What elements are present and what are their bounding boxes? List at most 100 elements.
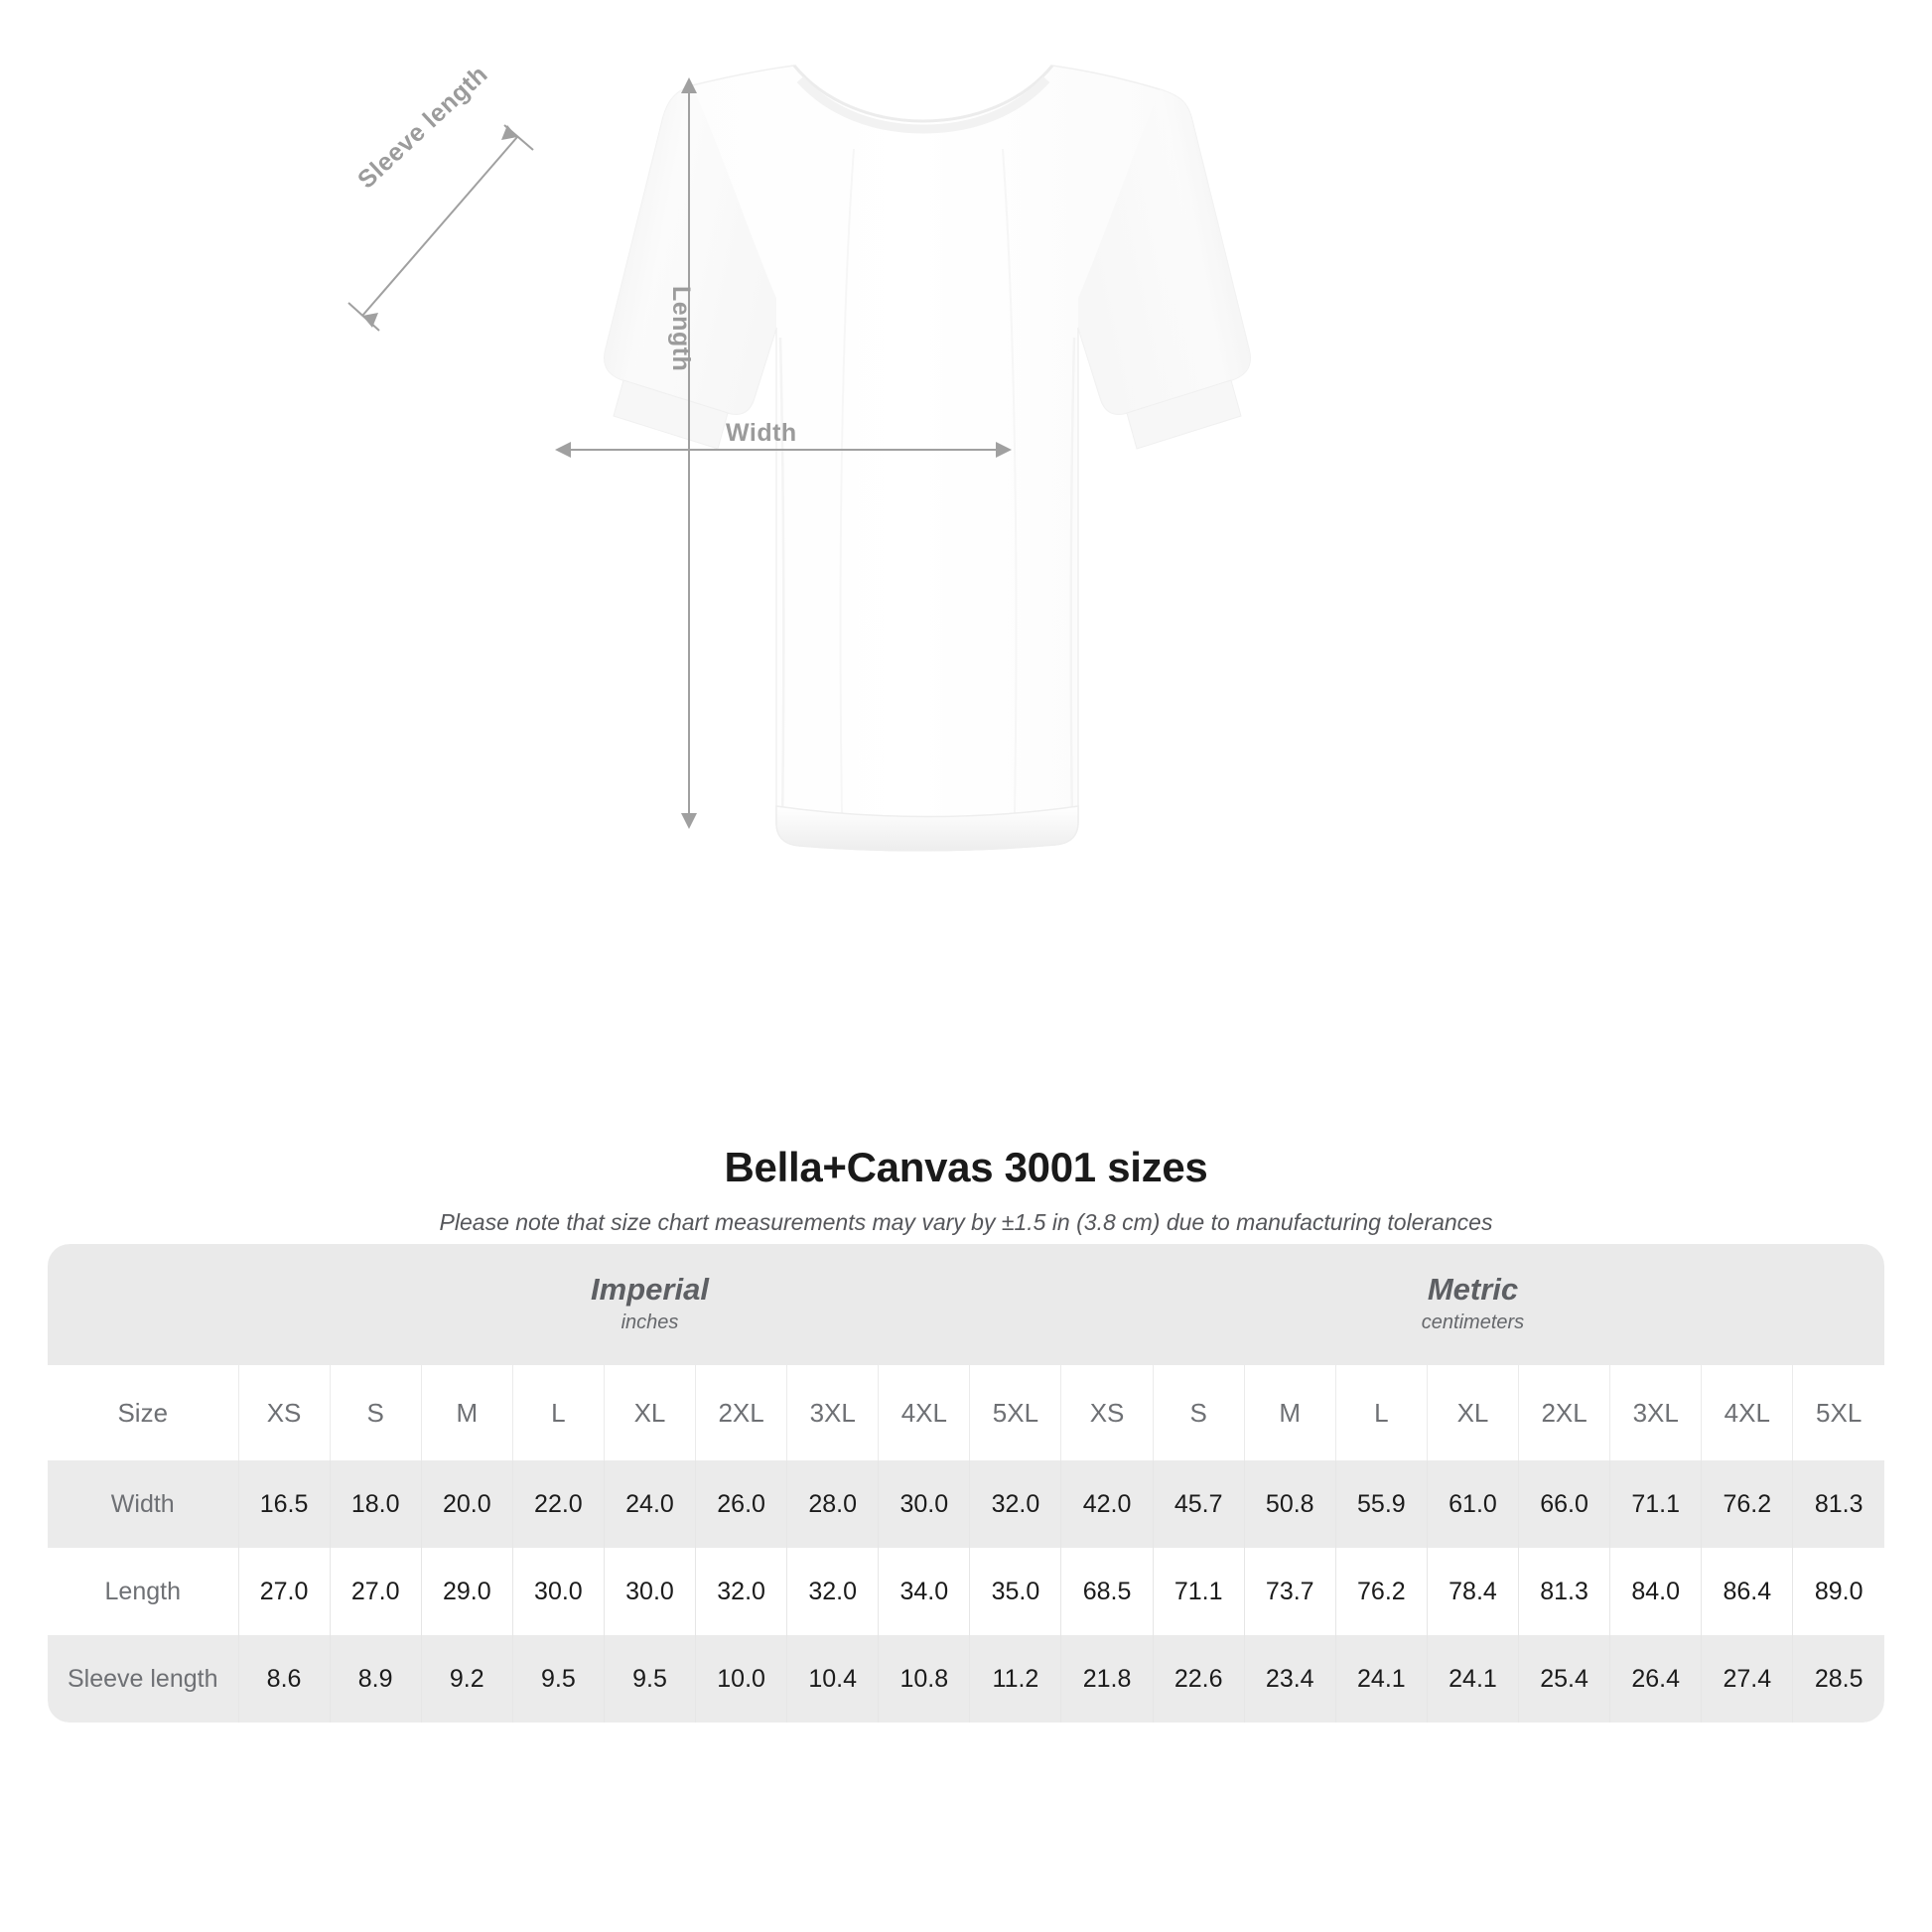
measurement-cell: 8.6	[237, 1635, 331, 1723]
measurement-cell: 42.0	[1060, 1460, 1154, 1548]
size-header-cell: M	[420, 1365, 513, 1460]
measurement-cell: 9.5	[603, 1635, 696, 1723]
sleeve-dimension-line	[347, 124, 534, 332]
unit-group-imperial: Imperial inches	[238, 1244, 1061, 1365]
unit-group-metric: Metric centimeters	[1060, 1244, 1884, 1365]
page-title: Bella+Canvas 3001 sizes	[724, 1144, 1208, 1190]
measurement-cell: 9.2	[420, 1635, 513, 1723]
measurement-cell: 35.0	[969, 1548, 1061, 1635]
measurement-row-label: Width	[48, 1460, 238, 1548]
measurement-cell: 86.4	[1701, 1548, 1793, 1635]
measurement-cell: 73.7	[1243, 1548, 1336, 1635]
measurement-cell: 84.0	[1609, 1548, 1702, 1635]
measurement-cell: 25.4	[1518, 1635, 1610, 1723]
tolerance-note: Please note that size chart measurements…	[439, 1209, 1493, 1235]
unit-row-spacer	[48, 1244, 238, 1365]
measurement-cell: 81.3	[1792, 1460, 1884, 1548]
measurement-cell: 27.0	[329, 1548, 422, 1635]
size-header-cell: S	[1152, 1365, 1245, 1460]
measurement-cell: 23.4	[1243, 1635, 1336, 1723]
measurement-cell: 28.0	[786, 1460, 879, 1548]
measurement-cell: 24.0	[603, 1460, 696, 1548]
size-header-cell: XS	[1060, 1365, 1154, 1460]
size-header-cell: XL	[1426, 1365, 1519, 1460]
size-header-row: Size XS S M L XL 2XL 3XL 4XL 5XL XS S M L XL 2XL 3XL 4XL 5…	[48, 1365, 1884, 1460]
size-header-cell: 5XL	[969, 1365, 1061, 1460]
tshirt-svg	[347, 65, 1251, 852]
measurement-cell: 30.0	[511, 1548, 605, 1635]
unit-group-name: Imperial	[591, 1272, 709, 1308]
size-header-cell: M	[1243, 1365, 1336, 1460]
size-header-cell: 3XL	[786, 1365, 879, 1460]
unit-banner-row: Imperial inches Metric centimeters	[48, 1244, 1884, 1365]
measurement-cell: 81.3	[1518, 1548, 1610, 1635]
size-header-cell: 4XL	[1701, 1365, 1793, 1460]
measurement-cell: 71.1	[1152, 1548, 1245, 1635]
measurement-cell: 71.1	[1609, 1460, 1702, 1548]
size-chart-heading: Bella+Canvas 3001 sizes Please note that…	[0, 1144, 1932, 1236]
size-header-cell: 3XL	[1609, 1365, 1702, 1460]
measurement-cell: 27.4	[1701, 1635, 1793, 1723]
table-row: Width 16.5 18.0 20.0 22.0 24.0 26.0 28.0 30.0 32.…	[48, 1460, 1884, 1548]
size-header-cell: 4XL	[878, 1365, 970, 1460]
measurement-cell: 21.8	[1060, 1635, 1154, 1723]
unit-group-subtitle: inches	[621, 1311, 679, 1333]
measurement-cell: 18.0	[329, 1460, 422, 1548]
size-header-cell: L	[511, 1365, 605, 1460]
measurement-cell: 9.5	[511, 1635, 605, 1723]
measurement-row-label: Sleeve length	[48, 1635, 238, 1723]
measurement-cell: 66.0	[1518, 1460, 1610, 1548]
measurement-cell: 76.2	[1334, 1548, 1428, 1635]
measurement-cell: 26.0	[695, 1460, 787, 1548]
measurement-cell: 32.0	[786, 1548, 879, 1635]
measurement-cell: 20.0	[420, 1460, 513, 1548]
measurement-cell: 29.0	[420, 1548, 513, 1635]
dimension-lines	[347, 77, 1012, 829]
measurement-cell: 34.0	[878, 1548, 970, 1635]
unit-group-subtitle: centimeters	[1421, 1311, 1525, 1333]
measurement-cell: 76.2	[1701, 1460, 1793, 1548]
unit-group-name: Metric	[1427, 1272, 1519, 1308]
size-header-cell: L	[1334, 1365, 1428, 1460]
size-header-cell: XL	[603, 1365, 696, 1460]
length-dimension-line	[681, 77, 697, 829]
table-row: Length 27.0 27.0 29.0 30.0 30.0 32.0 32.0 34.0 35…	[48, 1548, 1884, 1635]
size-header-cell: XS	[237, 1365, 331, 1460]
measurement-cell: 10.0	[695, 1635, 787, 1723]
measurement-cell: 10.8	[878, 1635, 970, 1723]
width-dimension-line	[555, 442, 1012, 458]
measurement-cell: 30.0	[603, 1548, 696, 1635]
measurement-cell: 55.9	[1334, 1460, 1428, 1548]
shirt-body-shape	[604, 65, 1251, 852]
tshirt-illustration: Sleeve length Length Width	[347, 61, 1251, 852]
measurement-cell: 22.6	[1152, 1635, 1245, 1723]
measurement-cell: 32.0	[969, 1460, 1061, 1548]
measurement-cell: 45.7	[1152, 1460, 1245, 1548]
measurement-cell: 10.4	[786, 1635, 879, 1723]
measurement-cell: 11.2	[969, 1635, 1061, 1723]
table-row: Sleeve length 8.6 8.9 9.2 9.5 9.5 10.0 10.4 10.8…	[48, 1635, 1884, 1723]
measurement-cell: 78.4	[1426, 1548, 1519, 1635]
measurement-cell: 50.8	[1243, 1460, 1336, 1548]
measurement-cell: 27.0	[237, 1548, 331, 1635]
size-chart-table: Imperial inches Metric centimeters Size XS S M L…	[48, 1244, 1884, 1723]
size-header-cell: S	[329, 1365, 422, 1460]
width-dimension-label: Width	[726, 419, 797, 447]
measurement-cell: 16.5	[237, 1460, 331, 1548]
measurement-cell: 8.9	[329, 1635, 422, 1723]
size-header-cell: 5XL	[1792, 1365, 1884, 1460]
measurement-cell: 89.0	[1792, 1548, 1884, 1635]
measurement-cell: 32.0	[695, 1548, 787, 1635]
size-header-cell: 2XL	[695, 1365, 787, 1460]
measurement-cell: 61.0	[1426, 1460, 1519, 1548]
measurement-cell: 24.1	[1334, 1635, 1428, 1723]
measurement-cell: 24.1	[1426, 1635, 1519, 1723]
size-header-label: Size	[48, 1365, 238, 1460]
size-table-container: Imperial inches Metric centimeters Size XS S M L…	[48, 1244, 1884, 1723]
size-header-cell: 2XL	[1518, 1365, 1610, 1460]
measurement-cell: 68.5	[1060, 1548, 1154, 1635]
measurement-cell: 22.0	[511, 1460, 605, 1548]
measurement-row-label: Length	[48, 1548, 238, 1635]
measurement-cell: 26.4	[1609, 1635, 1702, 1723]
measurement-cell: 28.5	[1792, 1635, 1884, 1723]
